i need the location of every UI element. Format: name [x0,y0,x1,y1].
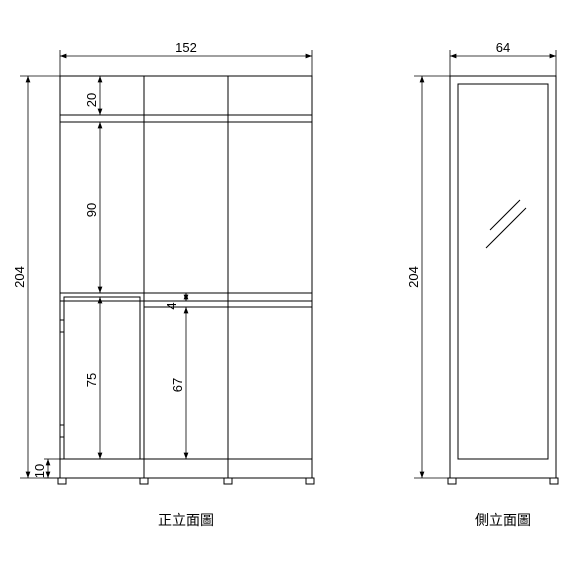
dim-front-height: 204 [12,266,27,288]
dim-mid-gap: 4 [164,302,179,309]
dim-lower-hang: 67 [170,378,185,392]
side-elevation: 64 204 側立面圖 [406,40,558,528]
dim-side-height: 204 [406,266,421,288]
dim-upper-hang: 90 [84,203,99,217]
elevation-drawings: 152 204 20 90 75 4 67 10 正立面圖 [0,0,583,583]
dim-base-gap: 10 [32,464,47,478]
dim-front-width: 152 [175,40,197,55]
side-caption: 側立面圖 [475,512,531,528]
front-caption: 正立面圖 [158,512,214,528]
dim-lower-left: 75 [84,373,99,387]
dim-side-depth: 64 [496,40,510,55]
dim-top-gap: 20 [84,93,99,107]
front-elevation: 152 204 20 90 75 4 67 10 正立面圖 [12,40,314,528]
